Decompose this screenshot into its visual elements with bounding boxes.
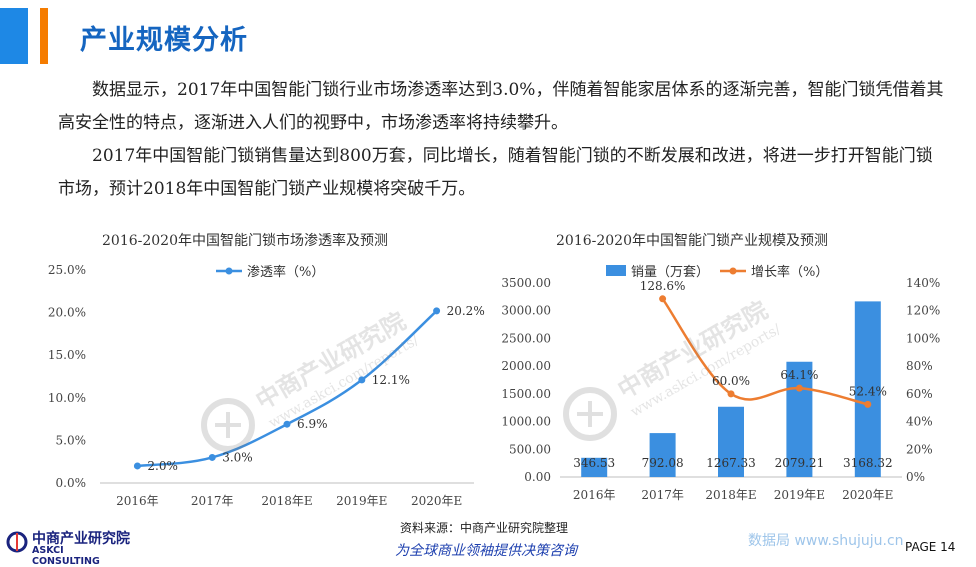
growth-value-label: 128.6% [640, 279, 686, 293]
growth-point [864, 400, 872, 408]
bar-value-label: 3168.32 [843, 456, 893, 470]
bar [718, 406, 744, 477]
footer-brand-logo: 中商产业研究院 ASKCI CONSULTING [6, 528, 130, 567]
body-paragraph-1: 数据显示，2017年中国智能门锁行业市场渗透率达到3.0%，伴随着智能家居体系的… [58, 80, 944, 133]
x-tick-label: 2019年E [774, 488, 825, 502]
x-tick-label: 2018年E [705, 488, 756, 502]
y-tick-label: 5.0% [56, 433, 87, 447]
bar-value-label: 2079.21 [775, 456, 825, 470]
body-paragraph-2: 2017年中国智能门锁销售量达到800万套，同比增长，随着智能门锁的不断发展和改… [58, 146, 933, 199]
y-left-tick-label: 0.00 [524, 470, 551, 484]
data-label: 6.9% [297, 417, 328, 431]
x-tick-label: 2016年 [116, 494, 159, 508]
growth-point [795, 384, 803, 392]
bar-value-label: 346.53 [573, 456, 615, 470]
x-tick-label: 2020年E [842, 488, 893, 502]
x-tick-label: 2017年 [191, 494, 234, 508]
header-accent-stripe [40, 8, 48, 64]
bar [581, 457, 608, 477]
y-tick-label: 20.0% [48, 306, 86, 320]
sales-growth-combo-chart: 0.00 500.00 1000.00 1500.00 2000.00 2500.00 30… [501, 264, 940, 502]
y-left-tick-label: 500.00 [509, 442, 551, 456]
data-point [133, 462, 141, 470]
brand-logo-icon [6, 531, 28, 553]
y-left-tick-label: 2500.00 [501, 331, 551, 345]
x-tick-label: 2018年E [261, 494, 312, 508]
data-point [358, 376, 366, 384]
legend-marker [225, 267, 233, 275]
growth-line [661, 298, 869, 406]
legend-label: 销量（万套） [631, 264, 709, 280]
bar-value-label: 1267.33 [706, 456, 756, 470]
y-right-tick-label: 120% [906, 304, 940, 318]
series-line [137, 309, 438, 468]
chart-2-title: 2016-2020年中国智能门锁产业规模及预测 [556, 233, 828, 249]
y-right-tick-label: 0% [906, 470, 925, 484]
bar [786, 361, 813, 477]
growth-value-label: 60.0% [712, 374, 750, 388]
growth-value-label: 64.1% [780, 368, 818, 382]
data-point [433, 307, 441, 315]
footer-slogan: 为全球商业领袖提供决策咨询 [395, 543, 577, 559]
y-tick-label: 10.0% [48, 391, 86, 405]
data-label: 20.2% [447, 304, 485, 318]
y-left-tick-label: 3500.00 [501, 276, 551, 290]
brand-name-cn: 中商产业研究院 [32, 531, 130, 547]
y-tick-label: 25.0% [48, 263, 86, 277]
y-tick-label: 0.0% [56, 476, 87, 490]
x-tick-label: 2020年E [411, 494, 462, 508]
site-watermark: 数据局 www.shujuju.cn [748, 533, 904, 549]
data-point [283, 420, 291, 428]
y-left-tick-label: 1000.00 [501, 415, 551, 429]
data-point [208, 453, 216, 461]
header-accent-bar [0, 8, 28, 64]
x-tick-label: 2019年E [336, 494, 387, 508]
legend-marker [729, 267, 737, 275]
y-right-tick-label: 40% [906, 415, 933, 429]
y-left-tick-label: 3000.00 [501, 304, 551, 318]
legend-label: 渗透率（%） [247, 264, 324, 280]
growth-value-label: 52.4% [849, 384, 887, 398]
bar-value-label: 792.08 [642, 456, 684, 470]
y-left-tick-label: 1500.00 [501, 387, 551, 401]
y-tick-label: 15.0% [48, 348, 86, 362]
chart-1-title: 2016-2020年中国智能门锁市场渗透率及预测 [102, 233, 388, 249]
legend-bar-swatch [606, 265, 626, 276]
page-title: 产业规模分析 [80, 25, 248, 56]
page-number: PAGE 14 [905, 540, 956, 554]
brand-name-en: ASKCI CONSULTING [32, 545, 100, 567]
y-right-tick-label: 100% [906, 331, 940, 345]
bar [854, 301, 881, 477]
y-right-tick-label: 80% [906, 359, 933, 373]
growth-point [727, 390, 735, 398]
x-tick-label: 2016年 [573, 488, 616, 502]
bar [649, 433, 676, 477]
y-left-tick-label: 2000.00 [501, 359, 551, 373]
x-tick-label: 2017年 [641, 488, 684, 502]
data-label: 3.0% [222, 450, 253, 464]
legend-label: 增长率（%） [751, 264, 828, 280]
data-label: 12.1% [372, 373, 410, 387]
y-right-tick-label: 140% [906, 276, 940, 290]
penetration-line-chart: 0.0% 5.0% 10.0% 15.0% 20.0% 25.0% 2016年 2017年 20… [48, 263, 485, 508]
y-right-tick-label: 60% [906, 387, 933, 401]
data-label: 2.0% [147, 459, 178, 473]
source-note: 资料来源：中商产业研究院整理 [400, 521, 569, 535]
y-right-tick-label: 20% [906, 442, 933, 456]
growth-point [659, 295, 667, 303]
